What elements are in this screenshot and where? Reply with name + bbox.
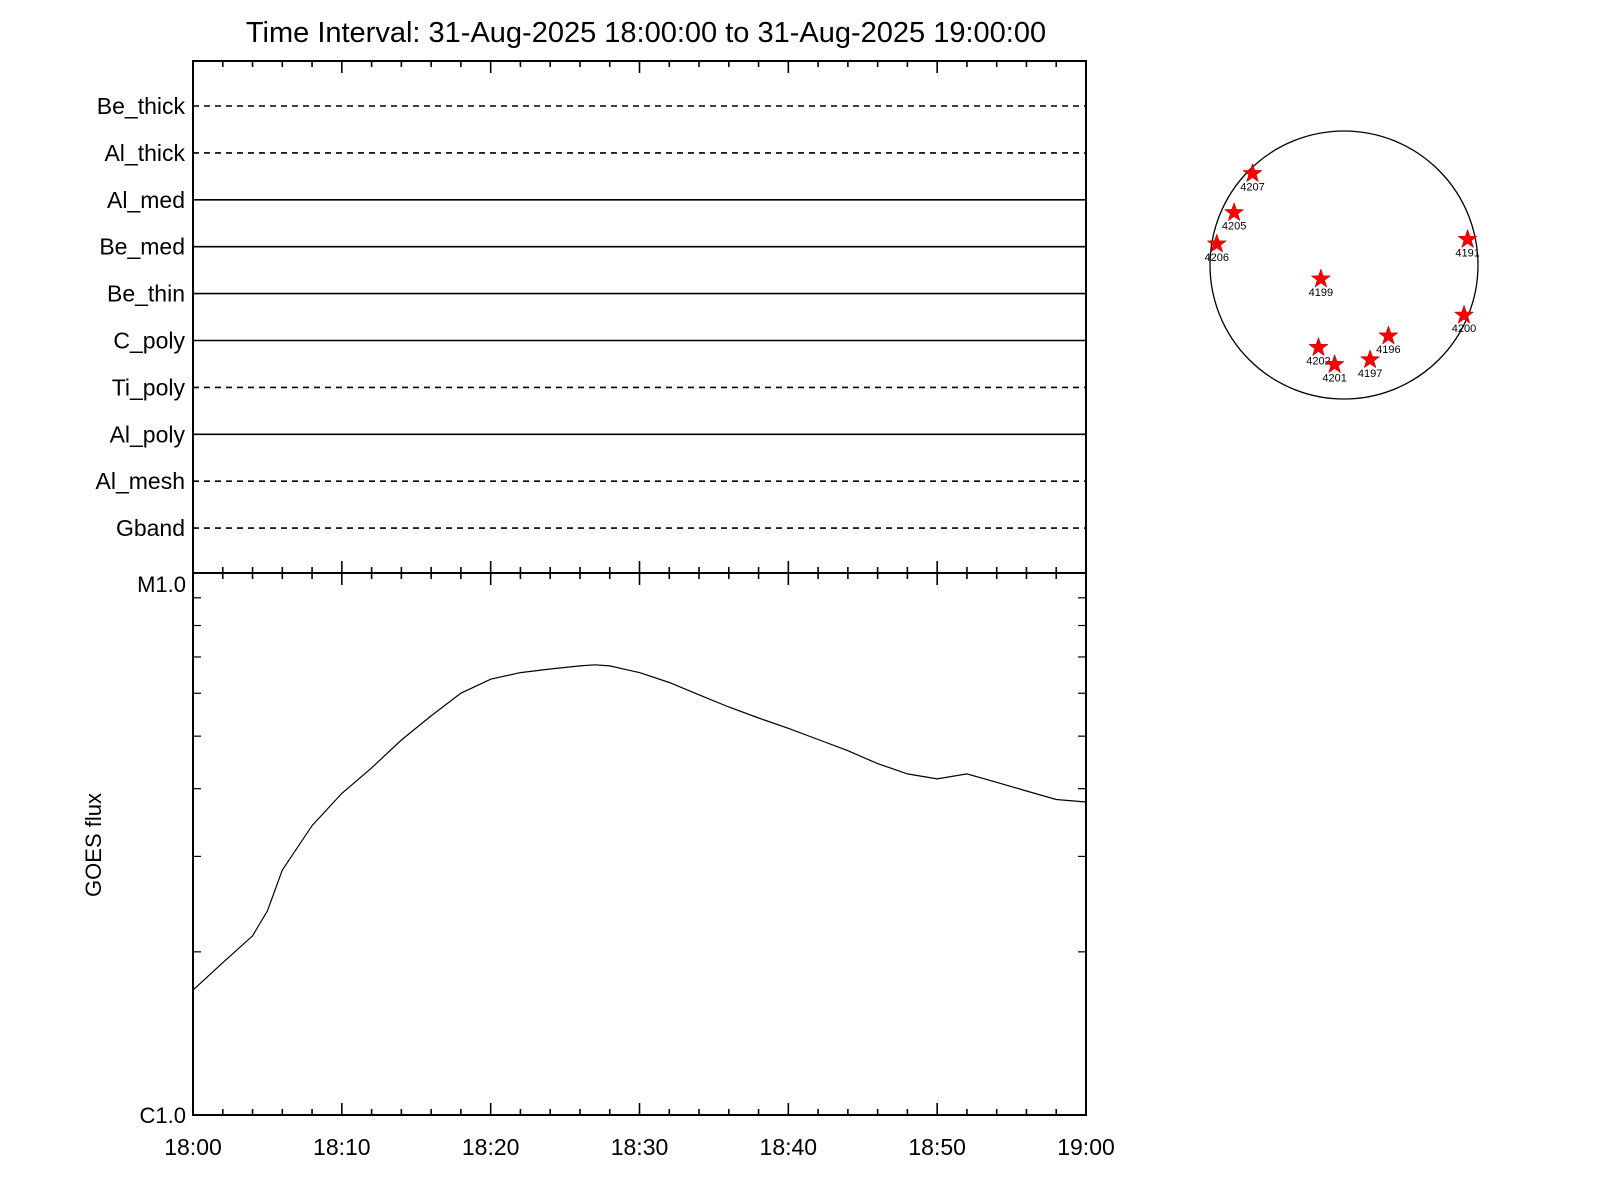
region-label: 4197 [1358,368,1382,380]
region-label: 4206 [1205,252,1229,264]
region-star-icon [1242,162,1263,183]
timeline-row-label: Ti_poly [112,374,186,400]
timeline-row-label: Al_poly [110,421,186,447]
timeline-rows: Be_thick Al_thick Al_med Be_med Be_thin C_pol… [96,93,1086,541]
x-tick-label: 18:30 [611,1134,669,1160]
region-label: 4205 [1222,221,1246,233]
region-star-icon [1453,304,1475,324]
goes-x-ticks [192,561,1087,1115]
region-star-icon [1223,201,1245,222]
goes-panel: 18:00 18:10 18:20 18:30 18:40 18:50 19:00 C1.0… [81,561,1115,1160]
y-tick-label: C1.0 [140,1103,186,1128]
region-star-icon [1308,336,1329,357]
region-label: 4191 [1455,247,1479,259]
region-star-icon [1457,228,1478,249]
timeline-row-label: Be_thin [107,281,185,307]
region-label: 4196 [1376,344,1400,356]
timeline-row-label: Be_med [99,234,185,260]
timeline-row-label: Be_thick [97,93,186,119]
x-tick-label: 18:50 [908,1134,966,1160]
timeline-ticks [192,61,1087,73]
region-label: 4201 [1322,373,1346,385]
x-tick-label: 19:00 [1057,1134,1115,1160]
y-tick-label: M1.0 [137,572,186,597]
goes-frame [192,572,1087,1116]
goes-y-tick-labels: C1.0 M1.0 [137,572,186,1128]
chart-title: Time Interval: 31-Aug-2025 18:00:00 to 3… [246,17,1046,49]
timeline-panel: Be_thick Al_thick Al_med Be_med Be_thin C_pol… [96,60,1087,574]
region-label: 4199 [1309,287,1333,299]
timeline-row-label: Al_med [107,187,185,213]
x-tick-label: 18:20 [462,1134,520,1160]
timeline-row-label: Gband [116,515,185,541]
region-star-icon [1310,268,1332,288]
goes-flux-line [192,664,1087,991]
y-axis-label: GOES flux [81,793,106,897]
x-tick-label: 18:40 [760,1134,818,1160]
region-star-icon [1324,353,1345,374]
region-star-icon [1378,325,1399,345]
x-tick-label: 18:00 [164,1134,222,1160]
region-label: 4207 [1240,182,1264,194]
solar-disk [1209,130,1479,400]
region-star-icon [1359,349,1381,369]
active-regions: 4207 4205 4206 4199 4191 4200 4196 4202 4201 4197 [1205,162,1480,385]
goes-y-ticks [193,597,1086,953]
timeline-row-label: Al_mesh [96,468,185,494]
timeline-row-label: C_poly [113,328,185,354]
timeline-frame [192,60,1087,574]
region-star-icon [1206,233,1228,253]
region-label: 4200 [1452,323,1476,335]
goes-x-tick-labels: 18:00 18:10 18:20 18:30 18:40 18:50 19:00 [164,1134,1115,1160]
x-tick-label: 18:10 [313,1134,371,1160]
timeline-row-label: Al_thick [104,140,185,166]
region-label: 4202 [1306,355,1330,367]
solar-disk-panel: 4207 4205 4206 4199 4191 4200 4196 4202 4201 4197 [1205,130,1480,400]
